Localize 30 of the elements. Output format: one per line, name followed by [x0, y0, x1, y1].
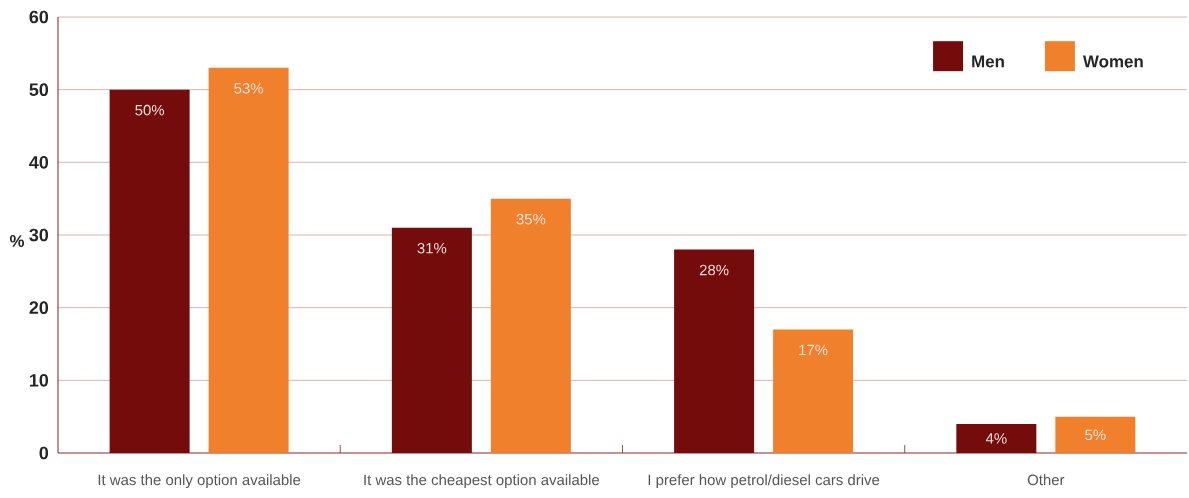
data-label: 5% [1085, 429, 1106, 441]
bar [208, 67, 289, 453]
y-tick-label: 20 [29, 301, 49, 315]
bar [773, 329, 854, 453]
x-tick-label: Other [1027, 474, 1065, 486]
data-label: 4% [985, 433, 1007, 444]
bar [674, 249, 755, 453]
bar [1055, 416, 1136, 453]
y-tick-label: 40 [29, 155, 49, 169]
data-label: 53% [234, 83, 264, 94]
bar [956, 423, 1037, 453]
data-label: 31% [417, 242, 447, 254]
y-tick-label: 60 [29, 10, 49, 24]
y-tick-label: 0 [39, 446, 49, 460]
bar [109, 89, 190, 453]
y-tick-label: 30 [29, 228, 49, 242]
x-tick-label: It was the only option available [98, 474, 301, 489]
legend-label: Women [1082, 55, 1143, 68]
data-label: 50% [135, 104, 165, 116]
y-axis-title: % [9, 235, 25, 247]
data-label: 28% [699, 264, 729, 276]
x-tick-label: It was the cheapest option available [364, 474, 600, 489]
y-tick-label: 10 [29, 373, 49, 387]
data-label: 17% [799, 344, 828, 356]
legend-label: Men [972, 55, 1004, 68]
data-label: 35% [516, 213, 546, 225]
bar [490, 198, 571, 453]
y-tick-label: 50 [29, 83, 49, 97]
x-tick-label: I prefer how petrol/diesel cars drive [648, 474, 880, 489]
bar [391, 227, 472, 453]
